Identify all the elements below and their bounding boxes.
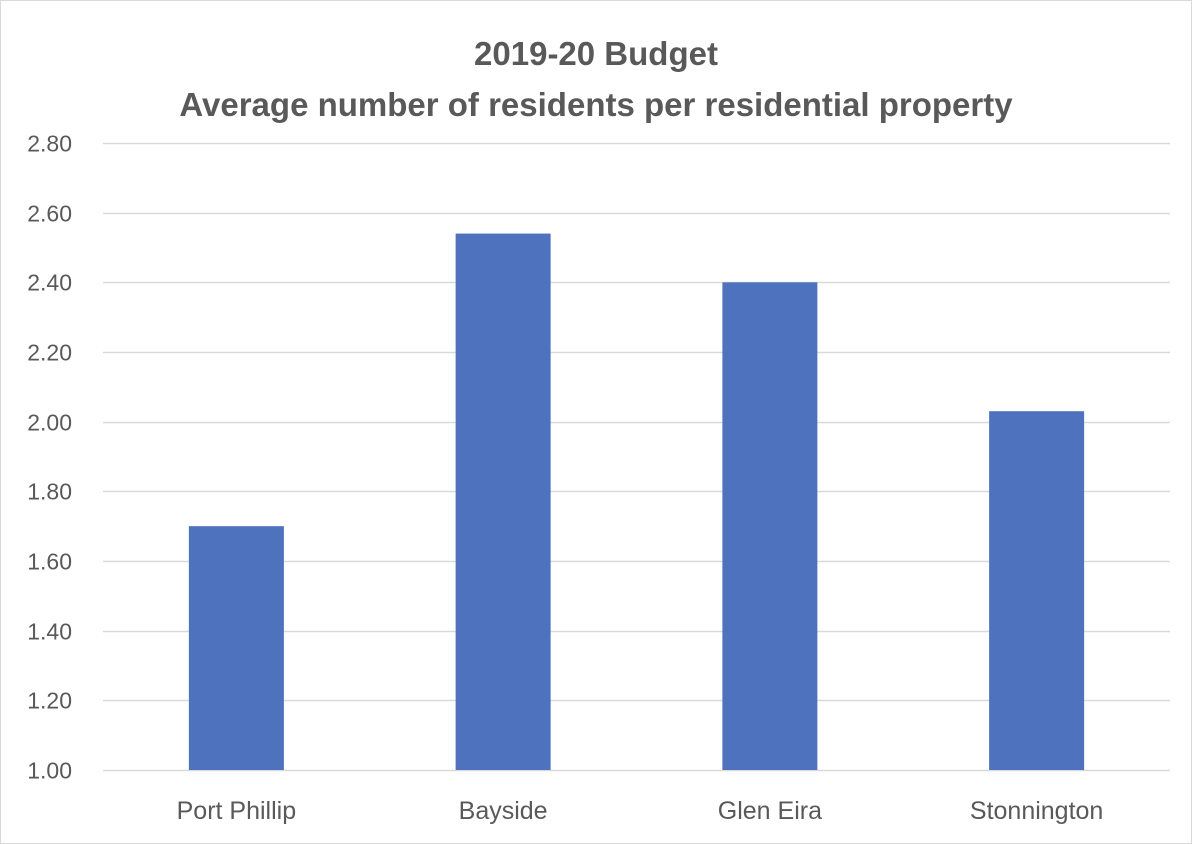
bar (455, 233, 551, 771)
chart-subtitle: Average number of residents per resident… (179, 86, 1013, 123)
chart-title: 2019-20 Budget (474, 35, 718, 72)
y-tick-label: 1.00 (27, 758, 72, 784)
y-tick-label: 2.80 (27, 131, 72, 157)
bars (188, 233, 1085, 771)
bar (188, 526, 284, 770)
y-tick-label: 1.20 (27, 688, 72, 714)
y-tick-label: 1.40 (27, 619, 72, 645)
y-tick-label: 2.60 (27, 201, 72, 227)
bar (722, 282, 818, 770)
y-tick-label: 2.20 (27, 340, 72, 366)
y-tick-label: 1.60 (27, 549, 72, 575)
y-tick-label: 2.00 (27, 410, 72, 436)
x-category-label: Stonnington (970, 797, 1103, 825)
bar (989, 411, 1085, 770)
y-tick-label: 2.40 (27, 270, 72, 296)
x-category-label: Bayside (459, 797, 548, 825)
y-axis-tick-labels: 1.00 1.20 1.40 1.60 1.80 2.00 2.20 2.40 2.60 2.80 (27, 131, 72, 784)
x-axis-category-labels: Port Phillip Bayside Glen Eira Stonnington (177, 797, 1104, 825)
x-category-label: Glen Eira (718, 797, 822, 825)
x-category-label: Port Phillip (177, 797, 297, 825)
y-tick-label: 1.80 (27, 479, 72, 505)
